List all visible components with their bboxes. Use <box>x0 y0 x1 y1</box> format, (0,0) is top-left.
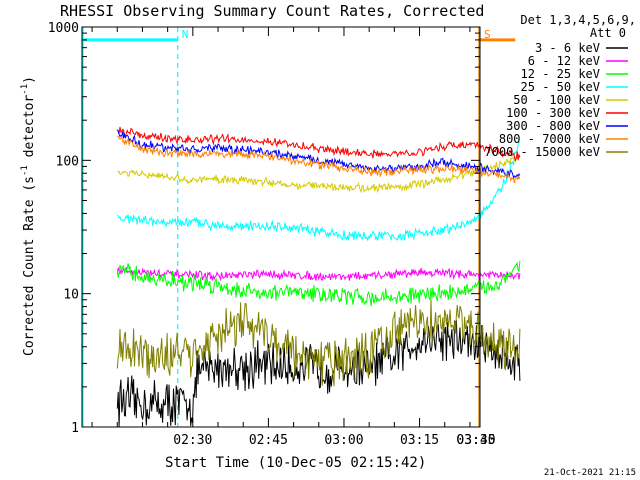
legend-label: 12 - 25 keV <box>521 67 600 81</box>
series-line <box>117 155 521 194</box>
series-line <box>116 266 521 282</box>
series-group <box>116 126 521 427</box>
y-label-tail: detector <box>22 95 37 166</box>
x-tick-label: 03:30 <box>456 433 495 448</box>
legend-label: 3 - 6 keV <box>535 41 600 55</box>
legend-label: 7000 - 15000 keV <box>484 145 600 159</box>
y-label-end: ) <box>22 76 37 84</box>
legend-label: 300 - 800 keV <box>506 119 600 133</box>
legend-label: 800 - 7000 keV <box>499 132 600 146</box>
y-label-main: Corrected Count Rate (s <box>22 176 37 356</box>
y-tick-label: 100 <box>56 154 79 169</box>
legend-label: 100 - 300 keV <box>506 106 600 120</box>
series-line <box>116 141 521 242</box>
y-tick-label: 10 <box>63 288 79 303</box>
y-tick-label: 1000 <box>48 21 79 36</box>
legend-header-2: Att 0 <box>590 26 626 40</box>
chart-title: RHESSI Observing Summary Count Rates, Co… <box>60 2 484 20</box>
y-axis-label: Corrected Count Rate (s-1 detector-1) <box>20 76 37 356</box>
plot-frame <box>81 26 481 428</box>
series-line <box>116 260 521 307</box>
series-line <box>117 135 521 184</box>
y-tick-label: 1 <box>71 421 79 436</box>
x-tick-label: 02:30 <box>173 433 212 448</box>
x-tick-label: 03:45 <box>456 433 495 448</box>
flag-label: S <box>484 28 491 41</box>
vertical-markers <box>82 27 480 427</box>
series-line <box>116 126 521 162</box>
flag-label: N <box>182 28 189 41</box>
legend-label: 25 - 50 keV <box>521 80 600 94</box>
y-label-sup-2: -1 <box>20 84 30 95</box>
x-tick-label: 02:45 <box>249 433 288 448</box>
x-axis-label: Start Time (10-Dec-05 02:15:42) <box>165 455 426 471</box>
series-line <box>116 319 521 427</box>
y-label-sup: -1 <box>20 165 30 176</box>
footer-date: 21-Oct-2021 21:15 <box>544 468 636 478</box>
legend-label: 50 - 100 keV <box>513 93 600 107</box>
legend-label: 6 - 12 keV <box>528 54 600 68</box>
series-line <box>116 299 521 387</box>
x-tick-label: 03:00 <box>324 433 363 448</box>
legend-header-1: Det 1,3,4,5,6,9, <box>520 13 636 27</box>
x-tick-label: 03:15 <box>400 433 439 448</box>
